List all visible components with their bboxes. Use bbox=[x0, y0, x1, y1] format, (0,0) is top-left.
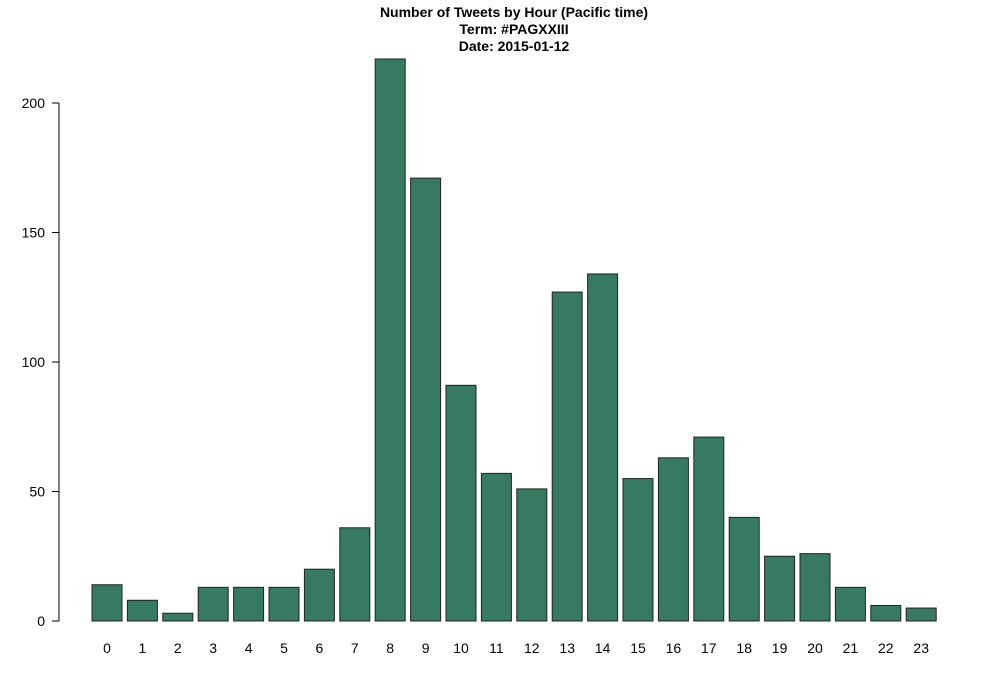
y-axis: 0 50 100 150 200 bbox=[22, 95, 60, 629]
bar-hour-12 bbox=[516, 488, 548, 622]
bar-hour-2 bbox=[162, 612, 194, 622]
x-tick-label: 19 bbox=[772, 640, 788, 656]
x-tick-label: 3 bbox=[209, 640, 217, 656]
x-tick-label: 0 bbox=[103, 640, 111, 656]
x-tick-label: 5 bbox=[280, 640, 288, 656]
x-tick-label: 15 bbox=[630, 640, 646, 656]
x-tick-label: 4 bbox=[245, 640, 253, 656]
bar-hour-13 bbox=[551, 291, 583, 622]
x-tick-label: 23 bbox=[913, 640, 929, 656]
y-tick-label: 50 bbox=[29, 484, 45, 500]
bar-hour-7 bbox=[339, 527, 371, 622]
bar-hour-21 bbox=[834, 586, 866, 622]
bar-hour-4 bbox=[233, 586, 265, 622]
chart-subtitle-term: Term: #PAGXXIII bbox=[459, 21, 569, 37]
y-tick-label: 150 bbox=[22, 225, 46, 241]
bar-hour-9 bbox=[410, 177, 442, 622]
bar-hour-14 bbox=[587, 273, 619, 622]
x-tick-label: 18 bbox=[736, 640, 752, 656]
bar-hour-18 bbox=[728, 516, 760, 622]
chart-title: Number of Tweets by Hour (Pacific time) bbox=[379, 4, 649, 20]
y-tick-label: 0 bbox=[37, 613, 45, 629]
bars-group bbox=[91, 58, 937, 622]
x-tick-label: 13 bbox=[559, 640, 575, 656]
x-tick-label: 6 bbox=[316, 640, 324, 656]
x-tick-label: 16 bbox=[666, 640, 682, 656]
x-tick-label: 20 bbox=[807, 640, 823, 656]
bar-hour-23 bbox=[905, 607, 937, 622]
x-tick-label: 1 bbox=[139, 640, 147, 656]
x-tick-label: 8 bbox=[386, 640, 394, 656]
x-axis-labels: 0 1 2 3 4 5 6 7 8 9 10 11 12 13 14 15 16 17 18 19 20 21 22 23 bbox=[103, 640, 929, 656]
bar-hour-5 bbox=[268, 586, 300, 622]
x-tick-label: 9 bbox=[422, 640, 430, 656]
bar-hour-19 bbox=[764, 555, 796, 622]
x-tick-label: 14 bbox=[595, 640, 611, 656]
x-tick-label: 17 bbox=[701, 640, 717, 656]
bar-hour-20 bbox=[799, 553, 831, 622]
bar-hour-15 bbox=[622, 478, 654, 622]
bar-hour-8 bbox=[374, 58, 406, 622]
x-tick-label: 12 bbox=[524, 640, 540, 656]
bar-hour-11 bbox=[480, 472, 512, 622]
x-tick-label: 2 bbox=[174, 640, 182, 656]
bar-hour-17 bbox=[693, 436, 725, 622]
bar-hour-22 bbox=[870, 604, 902, 622]
chart-title-block: Number of Tweets by Hour (Pacific time) … bbox=[0, 4, 1000, 55]
x-tick-label: 11 bbox=[489, 640, 504, 656]
bar-hour-0 bbox=[91, 584, 123, 622]
y-tick-label: 200 bbox=[22, 95, 46, 111]
y-tick-label: 100 bbox=[22, 354, 46, 370]
bar-hour-16 bbox=[657, 457, 689, 622]
x-tick-label: 22 bbox=[878, 640, 894, 656]
bar-hour-1 bbox=[126, 599, 158, 622]
bar-hour-3 bbox=[197, 586, 229, 622]
x-tick-label: 21 bbox=[843, 640, 859, 656]
bar-hour-6 bbox=[303, 568, 335, 622]
x-tick-label: 7 bbox=[351, 640, 359, 656]
chart-subtitle-date: Date: 2015-01-12 bbox=[458, 38, 570, 54]
x-tick-label: 10 bbox=[453, 640, 469, 656]
bar-hour-10 bbox=[445, 384, 477, 622]
